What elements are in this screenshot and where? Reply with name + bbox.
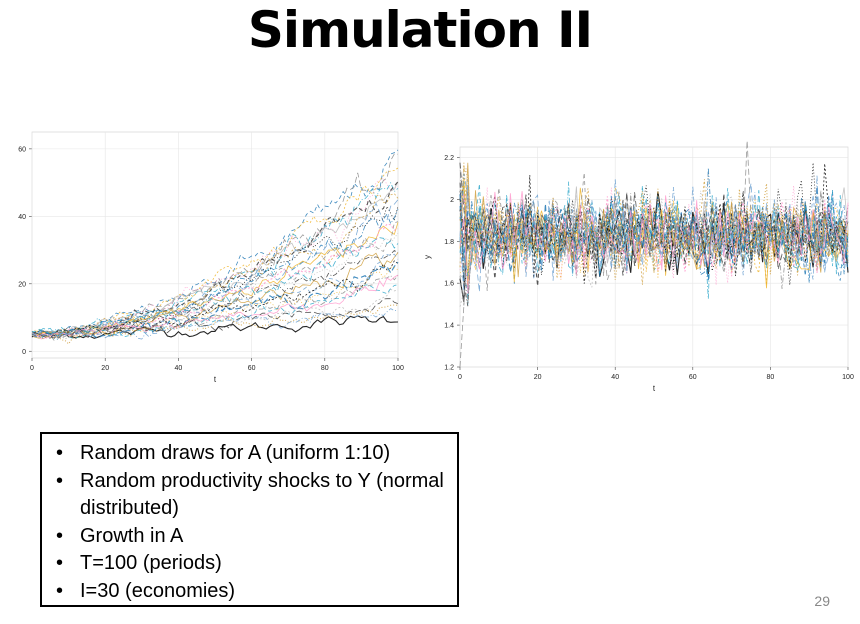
series-line — [459, 191, 849, 294]
x-tick-label: 100 — [842, 374, 854, 381]
bullet-text: Random productivity shocks to Y (normal … — [80, 469, 444, 520]
series-line — [459, 165, 849, 280]
page-number: 29 — [814, 593, 830, 609]
bullet-dot-icon: • — [56, 552, 64, 574]
series-line — [31, 181, 399, 338]
y-tick-label: 0 — [22, 349, 26, 356]
series-line — [459, 167, 849, 287]
series-line — [31, 181, 399, 339]
bullet-item: • Random draws for A (uniform 1:10) — [50, 440, 449, 468]
series-line — [31, 315, 399, 339]
bullet-item: • T=100 (periods) — [50, 550, 449, 578]
y-tick-label: 1.4 — [444, 323, 454, 330]
y-tick-label: 2.2 — [444, 155, 454, 162]
series-group — [31, 149, 399, 345]
series-line — [459, 183, 849, 277]
series-line — [459, 185, 849, 286]
x-tick-label: 20 — [534, 374, 542, 381]
series-line — [31, 275, 399, 338]
x-tick-label: 60 — [689, 374, 697, 381]
x-tick-label: 0 — [458, 374, 462, 381]
chart-growth-paths: 0 20 40 60 0 20 40 60 80 100 t — [18, 131, 404, 384]
series-line — [31, 249, 399, 339]
series-line — [31, 177, 399, 339]
series-line — [31, 304, 399, 345]
y-tick-label: 20 — [18, 281, 26, 288]
y-tick-label: 1.8 — [444, 239, 454, 246]
series-line — [459, 173, 849, 280]
bullet-item: • I=30 (economies) — [50, 578, 449, 606]
series-line — [31, 260, 399, 338]
x-tick-label: 20 — [101, 365, 109, 372]
x-axis-label: t — [214, 375, 217, 384]
y-tick-label: 1.2 — [444, 365, 454, 372]
series-line — [31, 221, 399, 341]
x-tick-label: 80 — [767, 374, 775, 381]
series-line — [31, 193, 399, 338]
series-line — [31, 308, 399, 340]
bullet-dot-icon: • — [56, 469, 64, 492]
x-tick-label: 40 — [611, 374, 619, 381]
x-axis-label: t — [653, 384, 656, 393]
x-tick-label: 100 — [392, 365, 404, 372]
chart-output-y: 1.2 1.4 1.6 1.8 2 2.2 0 20 40 60 80 100 t y — [423, 140, 854, 393]
series-line — [31, 274, 399, 337]
y-axis-label: y — [423, 255, 432, 259]
series-line — [31, 167, 399, 337]
bullet-text: Random draws for A (uniform 1:10) — [80, 442, 391, 464]
x-tick-label: 80 — [321, 365, 329, 372]
bullet-box: • Random draws for A (uniform 1:10) • Rand… — [40, 432, 459, 607]
series-line — [31, 222, 399, 336]
series-line — [459, 162, 849, 286]
series-line — [459, 140, 849, 368]
bullet-item: • Growth in A — [50, 523, 449, 551]
y-tick-label: 2 — [450, 197, 454, 204]
series-line — [32, 149, 399, 339]
plot-area-frame — [459, 146, 849, 368]
y-tick-label: 40 — [18, 214, 26, 221]
series-line — [459, 162, 849, 270]
series-line — [31, 298, 399, 339]
y-tick-label: 60 — [18, 146, 26, 153]
bullet-text: Growth in A — [80, 524, 184, 547]
series-group — [459, 140, 849, 368]
bullet-text: T=100 (periods) — [80, 552, 222, 574]
bullet-dot-icon: • — [56, 579, 64, 602]
y-tick-label: 1.6 — [444, 281, 454, 288]
x-tick-label: 60 — [248, 365, 256, 372]
x-tick-label: 0 — [30, 365, 34, 372]
x-tick-label: 40 — [175, 365, 183, 372]
bullet-dot-icon: • — [56, 442, 64, 464]
bullet-list: • Random draws for A (uniform 1:10) • Rand… — [42, 434, 457, 605]
series-line — [31, 232, 399, 337]
series-line — [31, 208, 399, 340]
bullet-item: • Random productivity shocks to Y (normal… — [50, 468, 449, 523]
bullet-text: I=30 (economies) — [80, 579, 236, 602]
slide-title: Simulation II — [247, 1, 593, 59]
series-line — [31, 237, 399, 335]
series-line — [459, 194, 849, 277]
bullet-dot-icon: • — [56, 524, 64, 547]
